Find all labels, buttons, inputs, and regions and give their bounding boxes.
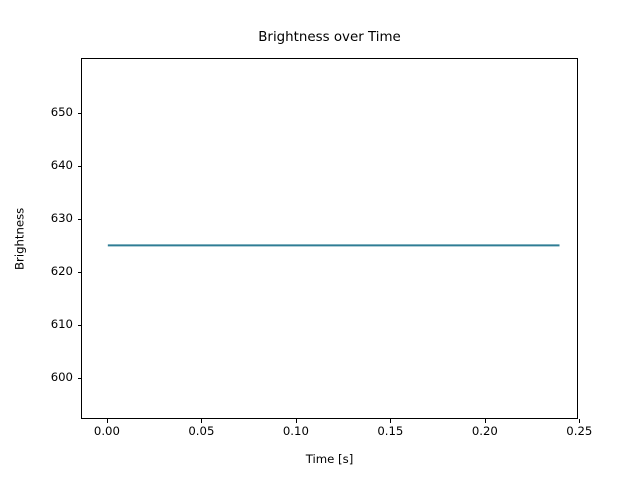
x-axis-tick-label: 0.20 [471, 424, 498, 438]
y-axis-tick [77, 325, 81, 327]
x-axis-label: Time [s] [305, 452, 354, 466]
x-axis-tick-label: 0.15 [377, 424, 404, 438]
x-axis-tick [295, 419, 297, 423]
x-axis-tick-label: 0.05 [188, 424, 215, 438]
y-axis-tick [77, 218, 81, 220]
y-axis-tick-label: 630 [50, 210, 73, 225]
plot-canvas [82, 59, 577, 418]
y-axis-tick [77, 165, 81, 167]
y-axis-tick-label: 650 [50, 104, 73, 119]
y-axis-tick-label: 620 [50, 264, 73, 279]
x-axis-tick [579, 419, 581, 423]
x-axis-tick [484, 419, 486, 423]
y-axis-tick-label: 600 [50, 370, 73, 385]
y-axis-label-text: Brightness [12, 207, 27, 270]
chart-title: Brightness over Time [258, 30, 401, 45]
y-axis-tick [77, 378, 81, 380]
x-axis-tick-label: 0.25 [566, 424, 593, 438]
x-axis-tick-label: 0.10 [282, 424, 309, 438]
x-axis-tick [201, 419, 203, 423]
y-axis-label: Brightness [12, 58, 27, 419]
y-axis-tick [77, 112, 81, 114]
x-axis-tick [106, 419, 108, 423]
y-axis-tick-label: 640 [50, 157, 73, 172]
y-axis-tick-label: 610 [50, 317, 73, 332]
y-axis-tick [77, 271, 81, 273]
plot-axes-area [81, 58, 578, 419]
x-axis-tick-label: 0.00 [93, 424, 120, 438]
x-axis-tick [390, 419, 392, 423]
